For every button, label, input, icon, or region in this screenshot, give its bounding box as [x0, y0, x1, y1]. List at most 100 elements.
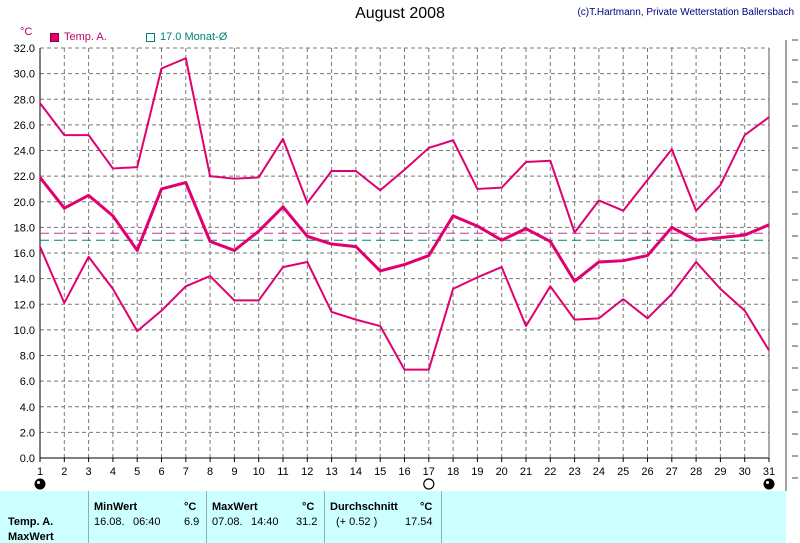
- x-axis-tick-labels: 1 2 3 4 5 6 7 8 9 10 11 12 13 14 15 16 17 18 19 20 21 22 23 24 2…: [37, 466, 775, 478]
- data-point-mean: [306, 235, 308, 237]
- credit-text: (c)T.Hartmann, Private Wetterstation Bal…: [577, 7, 794, 18]
- x-tick-label: 20: [496, 466, 508, 478]
- legend-item-temp: Temp. A.: [50, 31, 107, 43]
- x-tick-label: 7: [183, 466, 189, 478]
- x-tick-label: 2: [61, 466, 67, 478]
- min-value: 6.9: [184, 516, 200, 528]
- x-tick-label: 17: [423, 466, 435, 478]
- data-point-max: [598, 199, 600, 202]
- data-point-mean: [331, 243, 333, 245]
- max-header: MaxWert: [212, 501, 258, 513]
- data-point-min: [719, 288, 722, 290]
- data-point-min: [549, 285, 551, 287]
- x-tick-label: 24: [593, 466, 605, 478]
- data-point-max: [63, 134, 65, 136]
- y-tick-label: 0.0: [20, 453, 35, 465]
- data-point-mean: [63, 207, 65, 209]
- average-delta: (+ 0.52 ): [336, 516, 378, 528]
- data-point-min: [233, 299, 235, 302]
- x-tick-label: 16: [398, 466, 410, 478]
- data-point-mean: [646, 254, 649, 257]
- x-tick-label: 6: [158, 466, 164, 478]
- legend-label-monthly-average: 17.0 Monat-Ø: [160, 31, 228, 43]
- data-point-max: [622, 210, 624, 212]
- moon-phase-markers: [34, 478, 775, 490]
- average-value: 17.54: [405, 516, 433, 528]
- chart-axes: [39, 48, 770, 462]
- table-divider: [206, 491, 207, 543]
- data-point-max: [136, 166, 138, 168]
- data-point-max: [549, 160, 551, 162]
- max-date: 07.08.: [212, 516, 243, 528]
- x-tick-label: 14: [350, 466, 362, 478]
- data-point-mean: [39, 176, 41, 179]
- data-point-min: [355, 319, 357, 321]
- data-point-min: [160, 310, 163, 312]
- data-point-mean: [428, 254, 430, 257]
- data-point-max: [258, 176, 260, 179]
- table-divider: [88, 491, 89, 543]
- data-point-mean: [744, 234, 746, 236]
- full-moon-icon: [423, 478, 435, 490]
- x-tick-label: 8: [207, 466, 213, 478]
- data-point-mean: [719, 237, 722, 239]
- data-point-min: [379, 325, 381, 327]
- data-point-mean: [355, 245, 357, 248]
- data-point-min: [622, 298, 624, 300]
- data-point-min: [598, 317, 600, 319]
- x-tick-label: 22: [544, 466, 556, 478]
- max-value: 31.2: [296, 516, 318, 528]
- data-point-mean: [549, 240, 551, 243]
- data-point-max: [282, 138, 284, 140]
- data-point-mean: [185, 181, 187, 184]
- data-point-max: [379, 189, 381, 191]
- data-point-min: [88, 256, 90, 258]
- data-point-max: [452, 139, 454, 141]
- y-tick-label: 2.0: [20, 427, 35, 439]
- data-point-mean: [622, 260, 624, 262]
- data-point-min: [331, 311, 333, 313]
- x-tick-label: 11: [277, 466, 288, 478]
- data-point-max: [331, 170, 333, 172]
- x-tick-label: 31: [763, 466, 775, 478]
- new-moon-icon: [763, 478, 775, 490]
- x-tick-label: 29: [714, 466, 726, 478]
- y-tick-label: 18.0: [14, 222, 35, 234]
- data-point-max: [185, 57, 187, 59]
- data-point-mean: [379, 270, 381, 272]
- max-time: 14:40: [251, 516, 279, 528]
- right-edge-strip: [786, 491, 800, 543]
- min-time: 06:40: [133, 516, 161, 528]
- data-point-min: [306, 261, 308, 263]
- data-point-mean: [671, 226, 673, 228]
- data-point-max: [525, 161, 527, 163]
- min-unit: °C: [184, 501, 197, 513]
- new-moon-highlight: [766, 481, 769, 484]
- data-point-max: [476, 188, 478, 190]
- data-point-max: [306, 202, 308, 204]
- data-point-min: [63, 302, 65, 304]
- x-tick-label: 21: [520, 466, 532, 478]
- data-point-mean: [695, 239, 697, 241]
- data-point-max: [355, 170, 357, 172]
- data-point-mean: [160, 188, 163, 190]
- data-point-mean: [233, 249, 235, 252]
- data-point-mean: [209, 240, 211, 243]
- row-label-maxwert: MaxWert: [8, 531, 54, 543]
- data-point-max: [209, 175, 211, 177]
- statistics-table: Temp. A. MaxWert MinWert °C 16.08. 06:40…: [0, 491, 786, 543]
- y-tick-label: 32.0: [14, 43, 35, 55]
- data-point-max: [768, 116, 770, 118]
- x-tick-label: 23: [568, 466, 580, 478]
- y-axis-tick-labels: 0.0 2.0 4.0 6.0 8.0 10.0 12.0 14.0 16.0 18.0 20.0 2…: [14, 43, 35, 465]
- legend-label-temp: Temp. A.: [64, 31, 107, 43]
- y-tick-label: 26.0: [14, 120, 35, 132]
- data-point-max: [233, 178, 235, 180]
- row-label-temp: Temp. A.: [8, 516, 54, 528]
- series-lines: [38, 57, 770, 371]
- data-point-min: [744, 310, 746, 312]
- data-point-max: [39, 102, 41, 104]
- y-tick-label: 6.0: [20, 376, 35, 388]
- x-tick-label: 27: [666, 466, 678, 478]
- x-tick-label: 4: [110, 466, 116, 478]
